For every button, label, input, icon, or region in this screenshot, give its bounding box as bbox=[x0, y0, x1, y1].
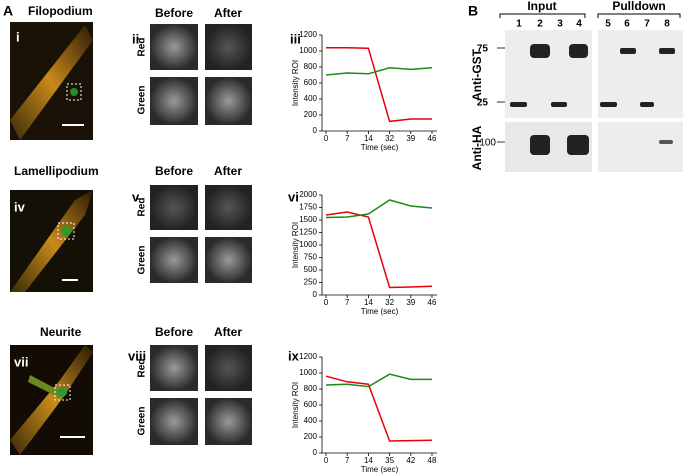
blot-group: Pulldown bbox=[612, 0, 665, 13]
x-tick-label: 39 bbox=[406, 134, 415, 143]
microscopy-images bbox=[10, 22, 93, 455]
y-tick-label: 250 bbox=[304, 278, 318, 287]
mw-marker: 75 bbox=[477, 44, 489, 55]
before-after-images bbox=[150, 24, 252, 445]
series-line bbox=[325, 67, 433, 76]
column-header: Before bbox=[155, 325, 193, 339]
y-tick-label: 600 bbox=[304, 400, 318, 409]
lane-number: 2 bbox=[537, 19, 543, 30]
column-header: After bbox=[214, 6, 242, 20]
x-tick-label: 14 bbox=[364, 298, 373, 307]
chart-label: vi bbox=[288, 189, 299, 204]
x-tick-label: 7 bbox=[345, 456, 350, 465]
x-tick-label: 0 bbox=[324, 456, 329, 465]
chart-label: iii bbox=[290, 31, 301, 46]
lane-number: 1 bbox=[516, 19, 522, 30]
x-axis-label: Time (sec) bbox=[361, 143, 399, 152]
y-tick-label: 1200 bbox=[299, 30, 317, 39]
column-header: After bbox=[214, 164, 242, 178]
column-header: Before bbox=[155, 6, 193, 20]
pair-label: ii bbox=[132, 31, 139, 46]
y-tick-label: 200 bbox=[304, 110, 318, 119]
western-blot bbox=[497, 13, 683, 172]
y-tick-label: 1000 bbox=[299, 46, 317, 55]
y-tick-label: 400 bbox=[304, 416, 318, 425]
row-label: Green bbox=[137, 407, 148, 436]
image-label: iv bbox=[14, 199, 26, 214]
y-tick-label: 1500 bbox=[299, 215, 317, 224]
panel-letter: A bbox=[3, 3, 13, 19]
lane-number: 8 bbox=[664, 19, 670, 30]
row-label: Red bbox=[137, 38, 148, 57]
y-axis-label: Intensity ROI bbox=[291, 382, 300, 428]
y-tick-label: 600 bbox=[304, 78, 318, 87]
image-label: vii bbox=[14, 354, 28, 369]
row-title: Lamellipodium bbox=[14, 164, 99, 178]
y-tick-label: 800 bbox=[304, 62, 318, 71]
x-tick-label: 0 bbox=[324, 134, 329, 143]
panel-letter: B bbox=[468, 3, 478, 19]
series-line bbox=[325, 375, 433, 442]
lane-number: 7 bbox=[644, 19, 650, 30]
series-line bbox=[325, 199, 433, 219]
mw-marker: 25 bbox=[477, 98, 489, 109]
x-tick-label: 0 bbox=[324, 298, 329, 307]
x-tick-label: 46 bbox=[428, 298, 437, 307]
x-tick-label: 32 bbox=[385, 298, 394, 307]
y-tick-label: 1250 bbox=[299, 228, 317, 237]
y-tick-label: 0 bbox=[313, 448, 318, 457]
x-tick-label: 7 bbox=[345, 298, 350, 307]
antibody-label: Anti-GST bbox=[470, 48, 484, 101]
x-tick-label: 42 bbox=[406, 456, 415, 465]
y-tick-label: 1750 bbox=[299, 203, 317, 212]
y-tick-label: 0 bbox=[313, 126, 318, 135]
y-tick-label: 0 bbox=[313, 290, 318, 299]
row-label: Red bbox=[137, 198, 148, 217]
column-header: After bbox=[214, 325, 242, 339]
y-axis-label: Intensity ROI bbox=[291, 222, 300, 268]
x-axis-label: Time (sec) bbox=[361, 465, 399, 474]
x-tick-label: 39 bbox=[406, 298, 415, 307]
x-tick-label: 46 bbox=[428, 134, 437, 143]
y-tick-label: 1000 bbox=[299, 368, 317, 377]
x-tick-label: 35 bbox=[385, 456, 394, 465]
y-tick-label: 1200 bbox=[299, 352, 317, 361]
series-line bbox=[325, 211, 433, 289]
series-line bbox=[325, 373, 432, 388]
row-label: Green bbox=[137, 86, 148, 115]
blot-group: Input bbox=[527, 0, 556, 13]
y-tick-label: 750 bbox=[304, 253, 318, 262]
x-tick-label: 7 bbox=[345, 134, 350, 143]
image-label: i bbox=[16, 29, 20, 44]
x-tick-label: 32 bbox=[385, 134, 394, 143]
x-tick-label: 14 bbox=[364, 134, 373, 143]
pair-label: v bbox=[132, 189, 140, 204]
y-tick-label: 400 bbox=[304, 94, 318, 103]
antibody-label: Anti-HA bbox=[470, 125, 484, 170]
y-axis-label: Intensity ROI bbox=[291, 60, 300, 106]
row-title: Neurite bbox=[40, 325, 82, 339]
column-header: Before bbox=[155, 164, 193, 178]
lane-number: 4 bbox=[576, 19, 582, 30]
y-tick-label: 800 bbox=[304, 384, 318, 393]
row-title: Filopodium bbox=[28, 4, 93, 18]
lane-number: 3 bbox=[557, 19, 563, 30]
series-line bbox=[326, 47, 432, 123]
y-tick-label: 1000 bbox=[299, 240, 317, 249]
x-tick-label: 48 bbox=[428, 456, 437, 465]
y-tick-label: 200 bbox=[304, 432, 318, 441]
x-axis-label: Time (sec) bbox=[361, 307, 399, 316]
row-label: Green bbox=[137, 246, 148, 275]
y-tick-label: 2000 bbox=[299, 190, 317, 199]
pair-label: viii bbox=[128, 348, 146, 363]
y-tick-label: 500 bbox=[304, 265, 318, 274]
mw-marker: 100 bbox=[479, 138, 496, 149]
row-label: Red bbox=[137, 359, 148, 378]
x-tick-label: 14 bbox=[364, 456, 373, 465]
chart-label: ix bbox=[288, 348, 300, 363]
lane-number: 5 bbox=[605, 19, 611, 30]
lane-number: 6 bbox=[624, 19, 630, 30]
